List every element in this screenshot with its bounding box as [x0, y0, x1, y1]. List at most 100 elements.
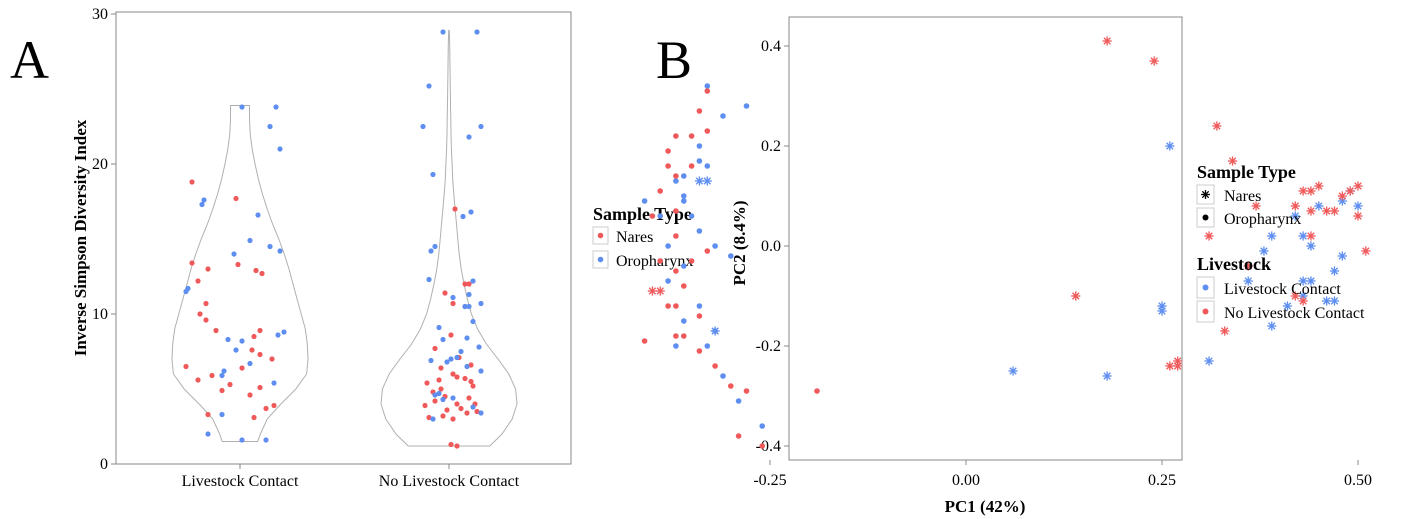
point-dot [696, 313, 703, 319]
point-asterisk [1314, 181, 1324, 191]
point-nares [464, 410, 470, 416]
violin-0 [171, 105, 309, 442]
point-nares [251, 333, 257, 340]
point-nares [466, 281, 472, 287]
legend-key-box-asterisk [1196, 184, 1215, 205]
point-oropharynx [428, 248, 434, 254]
point-dot [704, 128, 711, 134]
point-nares [454, 401, 460, 407]
point-oropharynx [225, 336, 231, 343]
point-nares [426, 414, 432, 421]
point-asterisk [1267, 321, 1277, 331]
point-oropharynx [263, 437, 269, 443]
point-oropharynx [444, 359, 450, 365]
point-dot [696, 108, 703, 114]
point-asterisk [1251, 201, 1261, 211]
panel-b-x-axis-title: PC1 (42%) [945, 497, 1026, 516]
point-dot [743, 103, 750, 109]
point-dot [704, 88, 711, 94]
point-dot [814, 388, 820, 394]
point-oropharynx [470, 278, 476, 284]
point-dot [735, 398, 742, 404]
point-asterisk [647, 286, 657, 296]
y-tick-label: 0.4 [761, 38, 781, 55]
point-nares [432, 345, 438, 352]
point-asterisk [1345, 186, 1355, 196]
legend-key-oropharynx-dot [597, 256, 604, 263]
point-nares [251, 414, 257, 421]
point-oropharynx [199, 201, 205, 208]
point-nares [233, 195, 239, 202]
point-oropharynx [426, 83, 432, 89]
panel-b-legend-title-livestock: Livestock [1197, 254, 1271, 274]
point-oropharynx [466, 303, 472, 310]
panel-a-chart: 0 10 20 30 Livestock Contact No Livestock Con… [92, 6, 520, 490]
point-nares [189, 260, 195, 266]
point-dot [735, 433, 742, 439]
point-nares [450, 300, 456, 307]
point-oropharynx [231, 251, 237, 257]
point-dot [641, 198, 648, 204]
point-asterisk [1165, 141, 1175, 151]
point-oropharynx [281, 329, 287, 335]
point-asterisk [1008, 366, 1018, 376]
point-dot [673, 268, 679, 274]
point-dot [688, 213, 695, 219]
point-oropharynx [478, 368, 484, 374]
point-dot [665, 243, 671, 249]
panel-b-y-axis-title: PC2 (8.4%) [730, 201, 749, 286]
panel-a-legend: Sample Type Nares Oropharynx [592, 204, 693, 270]
point-nares [468, 362, 474, 368]
point-asterisk [1290, 211, 1300, 221]
legend-no-livestock-contact-marker [1202, 308, 1209, 315]
point-nares [271, 402, 277, 409]
x-tick-label: 0.00 [952, 472, 980, 489]
point-nares [448, 332, 454, 338]
point-asterisk [694, 176, 705, 186]
point-nares [259, 270, 265, 277]
point-oropharynx [239, 338, 245, 344]
point-nares [183, 363, 189, 370]
panel-b-legend-sample-type: Sample Type Nares Oropharynx [1196, 162, 1301, 228]
point-oropharynx [426, 276, 432, 283]
point-nares [269, 356, 275, 362]
point-oropharynx [476, 344, 482, 350]
point-asterisk [1329, 266, 1340, 276]
point-oropharynx [432, 243, 438, 250]
panel-b-legend-livestock: Livestock Livestock Contact No Livestock… [1196, 254, 1365, 323]
panel-a-legend-item-nares: Nares [616, 229, 653, 246]
legend-dot-marker [1202, 214, 1209, 221]
legend-asterisk-marker [1201, 190, 1210, 199]
point-nares [257, 351, 263, 358]
point-oropharynx [183, 288, 189, 295]
point-nares [450, 416, 456, 422]
point-oropharynx [436, 390, 442, 397]
point-nares [438, 386, 444, 392]
point-dot [696, 348, 703, 354]
point-nares [263, 405, 269, 412]
point-oropharynx [277, 146, 283, 152]
point-oropharynx [255, 212, 261, 218]
point-asterisk [1337, 191, 1347, 201]
point-nares [203, 300, 209, 307]
point-dot [673, 333, 679, 339]
point-nares [213, 327, 219, 334]
point-nares [205, 411, 211, 418]
violin-1 [380, 30, 518, 447]
y-tick-label: -0.4 [756, 438, 781, 455]
x-tick-label: -0.25 [753, 472, 786, 489]
legend-key-box-oropharynx [592, 250, 609, 269]
x-tick-label: 0.25 [1148, 472, 1176, 489]
legend-livestock-contact-marker [1202, 284, 1209, 291]
point-asterisk [1306, 231, 1316, 241]
point-nares [197, 311, 203, 317]
point-nares [257, 327, 263, 334]
point-asterisk [1282, 301, 1293, 311]
point-nares [257, 384, 263, 391]
point-asterisk [1322, 296, 1332, 306]
point-nares [422, 402, 428, 409]
point-dot [728, 253, 734, 259]
point-asterisk [1149, 56, 1159, 66]
point-asterisk [1322, 206, 1332, 216]
